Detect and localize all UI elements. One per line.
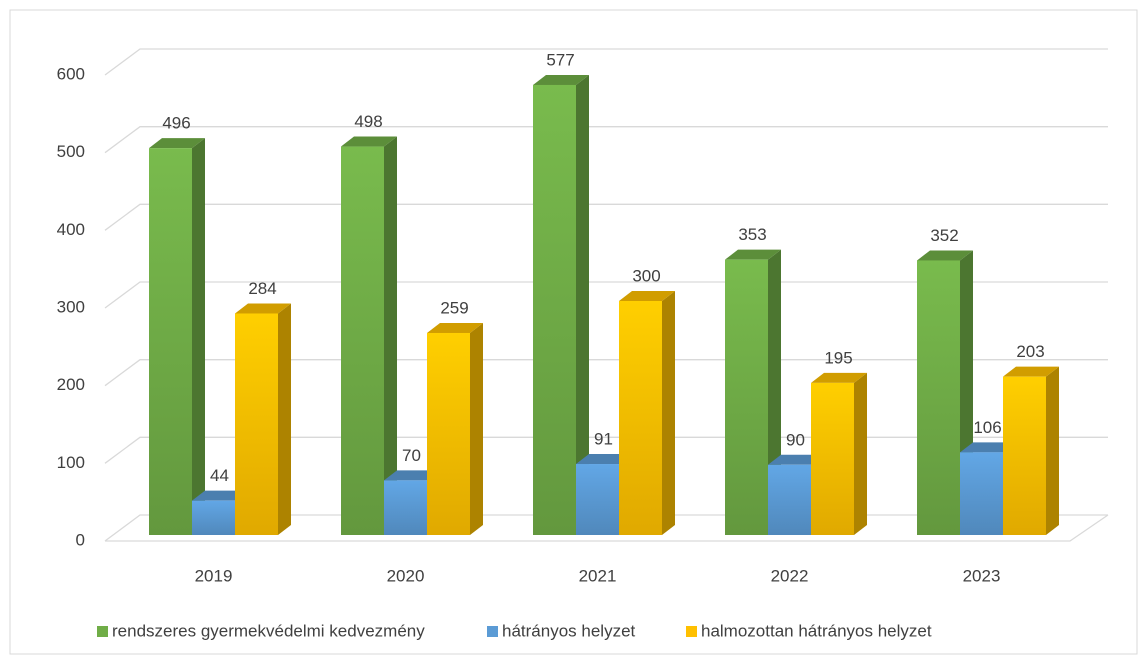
data-label: 106 xyxy=(973,418,1001,437)
x-tick-label: 2023 xyxy=(963,566,1001,585)
bar-top xyxy=(811,372,867,383)
data-label: 44 xyxy=(210,466,229,485)
bar-top xyxy=(725,249,781,260)
data-label: 90 xyxy=(786,430,805,449)
y-tick-label: 500 xyxy=(57,142,85,161)
bar-front xyxy=(1003,376,1046,535)
y-tick-label: 400 xyxy=(57,220,85,239)
bar xyxy=(619,291,675,535)
bar xyxy=(533,74,589,535)
data-label: 498 xyxy=(354,112,382,131)
data-label: 300 xyxy=(632,266,660,285)
legend-label: rendszeres gyermekvédelmi kedvezmény xyxy=(112,621,425,640)
y-tick-label: 300 xyxy=(57,297,85,316)
x-tick-label: 2020 xyxy=(387,566,425,585)
bar xyxy=(149,138,205,535)
bar-side xyxy=(278,303,291,535)
grid-line xyxy=(104,359,1108,387)
x-tick-label: 2022 xyxy=(771,566,809,585)
bar-front xyxy=(149,148,192,535)
bar-top xyxy=(576,454,632,465)
data-label: 284 xyxy=(248,279,276,298)
grid-line xyxy=(104,281,1108,309)
data-label: 577 xyxy=(546,50,574,69)
x-tick-label: 2021 xyxy=(579,566,617,585)
bar-front xyxy=(192,500,235,535)
bar-front xyxy=(960,452,1003,535)
y-tick-label: 600 xyxy=(57,64,85,83)
bar-side xyxy=(192,138,205,535)
legend-swatch xyxy=(487,626,498,637)
bar xyxy=(341,136,397,535)
bar-front xyxy=(427,332,470,535)
bar-top xyxy=(960,442,1016,453)
data-label: 496 xyxy=(162,114,190,133)
bar-top xyxy=(427,322,483,333)
bar-front xyxy=(235,313,278,535)
y-tick-label: 100 xyxy=(57,453,85,472)
data-label: 203 xyxy=(1016,342,1044,361)
data-label: 259 xyxy=(440,298,468,317)
bar xyxy=(1003,366,1059,535)
bar-top xyxy=(619,291,675,301)
bar-top xyxy=(235,303,291,314)
legend-label: hátrányos helyzet xyxy=(502,621,636,640)
bar-front xyxy=(341,146,384,535)
bar-front xyxy=(576,464,619,535)
data-label: 91 xyxy=(594,430,613,449)
bar xyxy=(427,322,483,535)
bar-side xyxy=(576,74,589,535)
bar xyxy=(811,372,867,535)
grid-line xyxy=(104,126,1108,154)
bar-front xyxy=(917,260,960,535)
bar-side xyxy=(854,372,867,535)
bar-front xyxy=(811,382,854,535)
bar-side xyxy=(470,322,483,535)
bar-top xyxy=(768,454,824,465)
bar-side xyxy=(662,291,675,535)
grid-line xyxy=(104,436,1108,464)
bar-top xyxy=(533,74,589,85)
bar xyxy=(235,303,291,535)
bar-side xyxy=(384,136,397,535)
bar-top xyxy=(917,250,973,261)
y-tick-label: 0 xyxy=(76,530,85,549)
data-label: 353 xyxy=(738,225,766,244)
bar-front xyxy=(619,301,662,535)
legend-swatch xyxy=(686,626,697,637)
legend-label: halmozottan hátrányos helyzet xyxy=(701,621,932,640)
bar-front xyxy=(533,84,576,535)
grid-line xyxy=(104,48,1108,76)
bar-front xyxy=(384,480,427,535)
x-tick-label: 2019 xyxy=(195,566,233,585)
legend-swatch xyxy=(97,626,108,637)
bar-side xyxy=(1046,366,1059,535)
bar-front xyxy=(768,464,811,535)
bar-top xyxy=(149,138,205,149)
grid-line xyxy=(104,203,1108,231)
bar-front xyxy=(725,259,768,535)
data-label: 70 xyxy=(402,446,421,465)
bar-top xyxy=(341,136,397,147)
bar-top xyxy=(384,470,440,481)
y-tick-label: 200 xyxy=(57,375,85,394)
data-label: 195 xyxy=(824,348,852,367)
bar-top xyxy=(192,490,248,501)
bar-top xyxy=(1003,366,1059,377)
data-label: 352 xyxy=(930,226,958,245)
